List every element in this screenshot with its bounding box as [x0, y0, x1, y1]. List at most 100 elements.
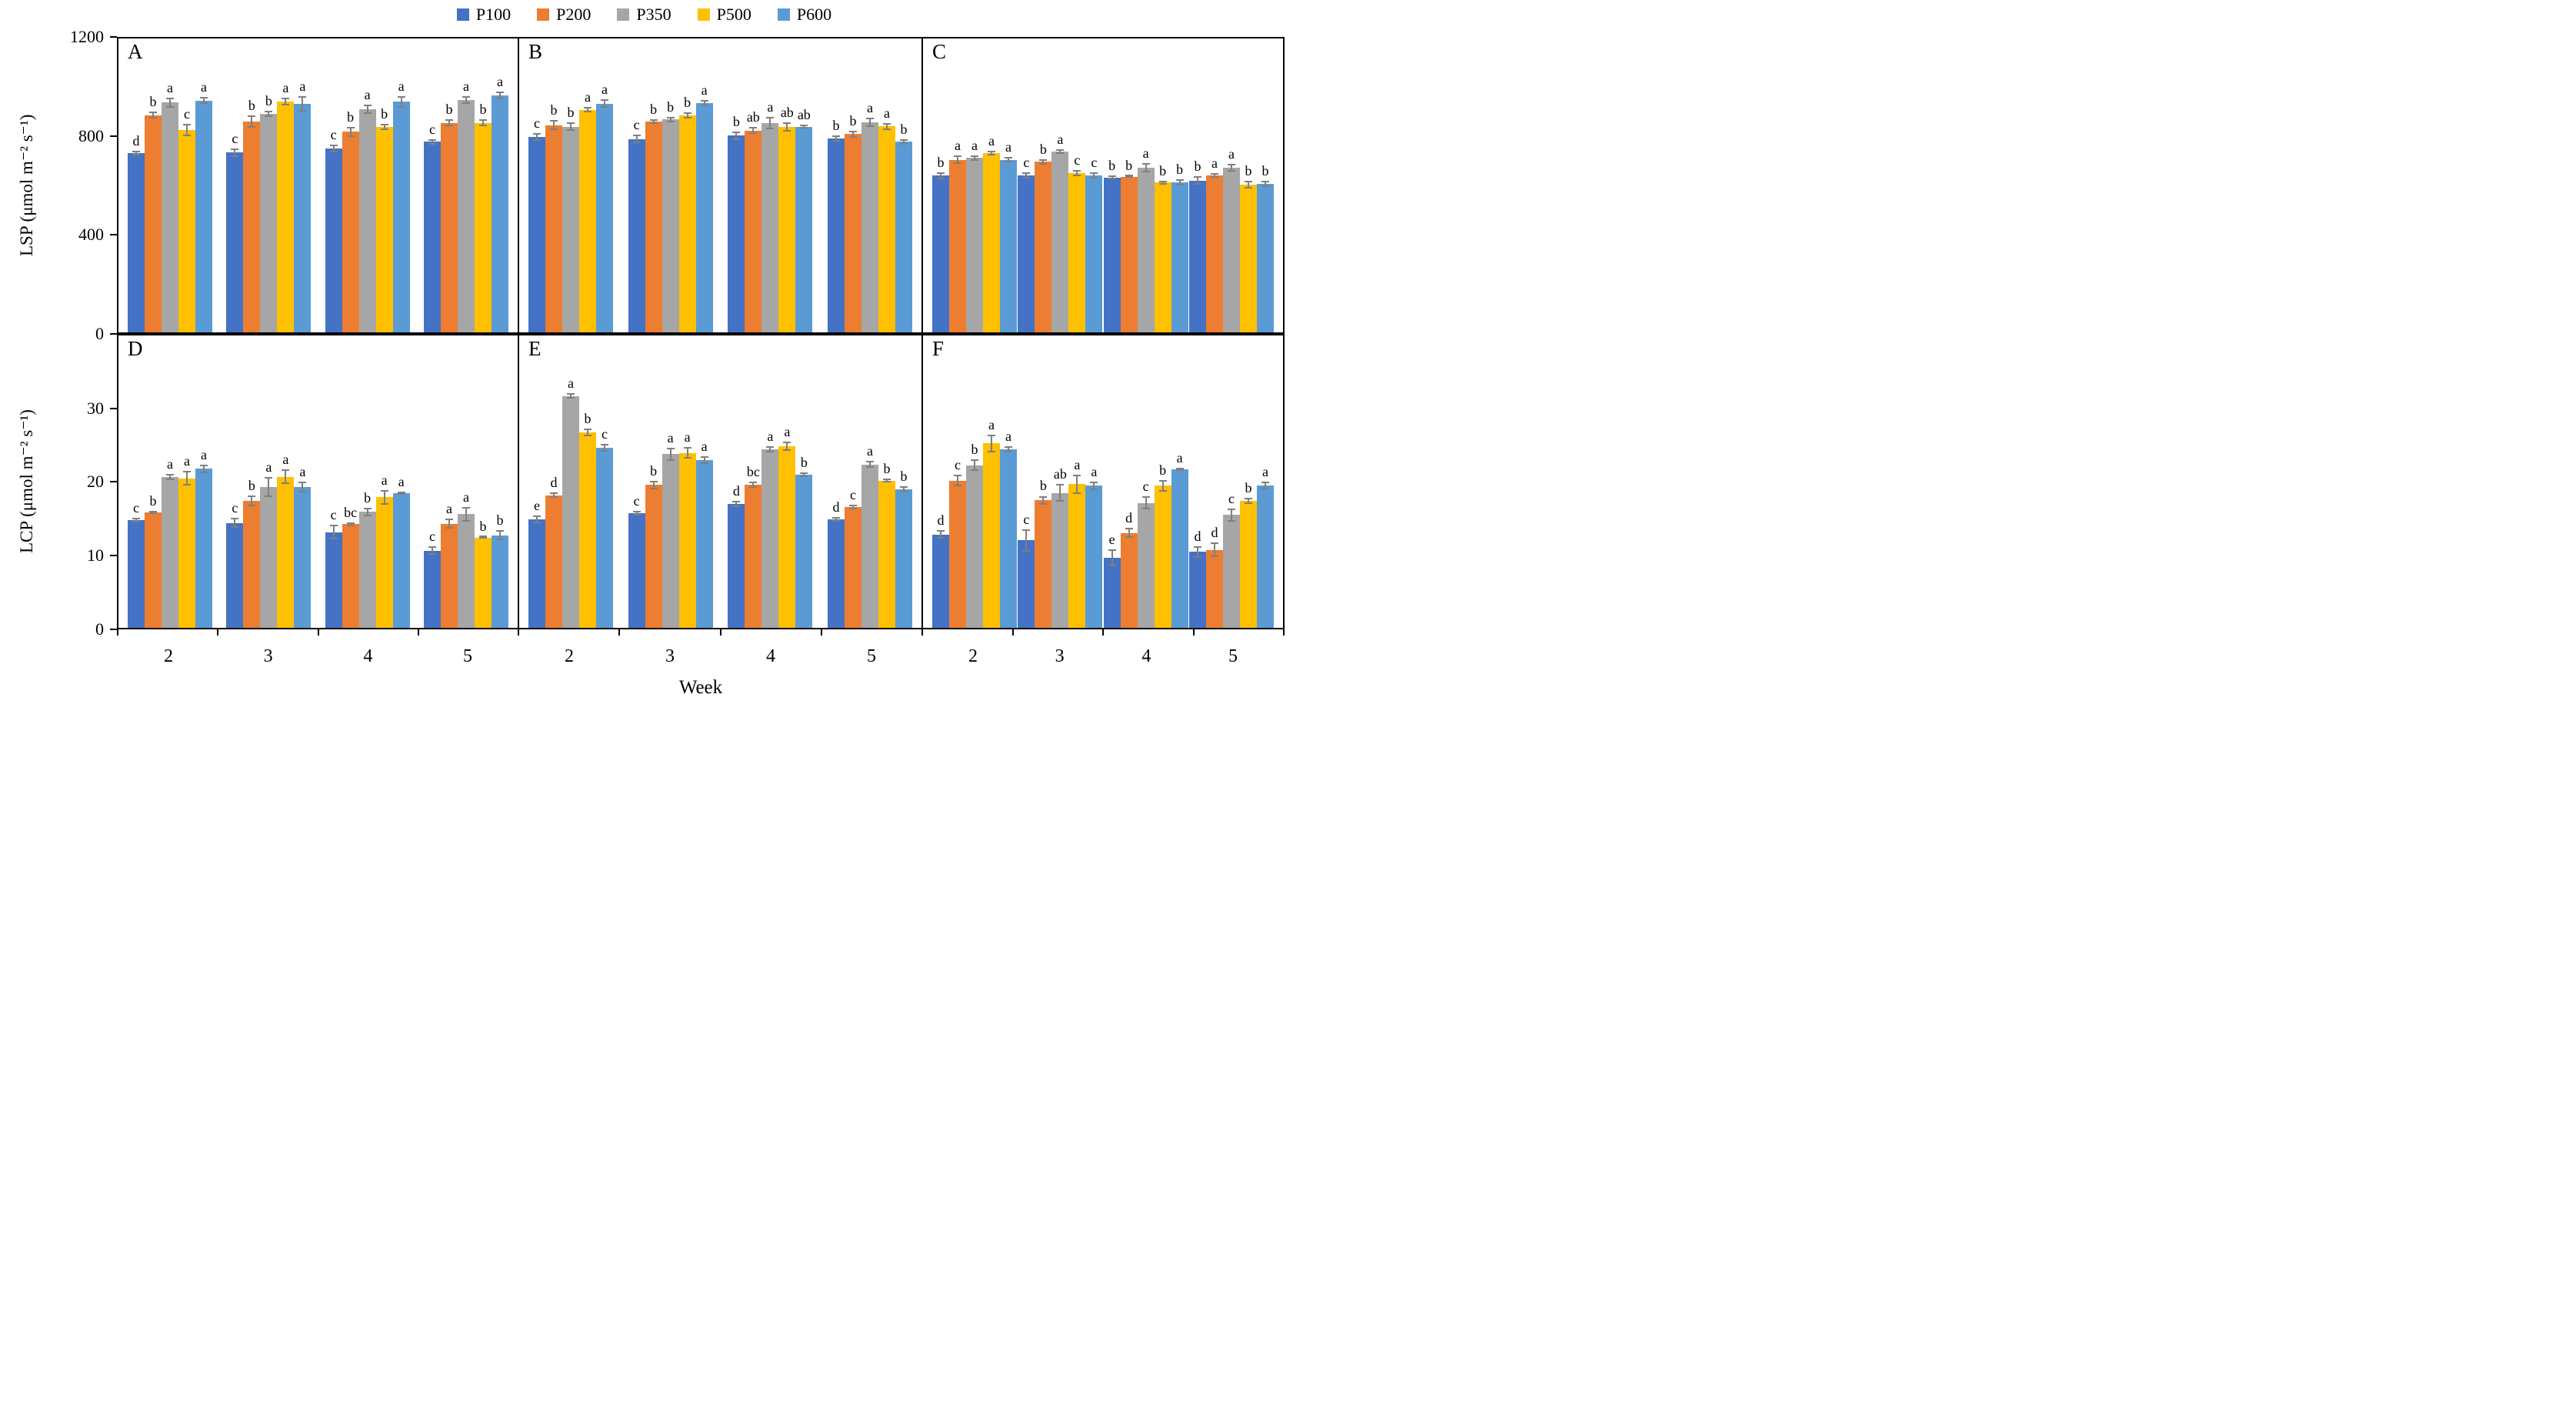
bar-P500-week5	[474, 537, 492, 628]
bar-P500-week3	[277, 476, 295, 628]
barwrap: b	[1154, 335, 1171, 628]
error-bar	[1005, 156, 1012, 163]
legend-label-p200: P200	[556, 5, 592, 24]
barwrap: ab	[795, 38, 813, 332]
error-bar	[1227, 164, 1235, 172]
bar-P100-week2	[932, 534, 949, 628]
barwrap: a	[162, 335, 178, 628]
bar-P600-week2	[596, 447, 613, 628]
week-label: 4	[363, 646, 373, 666]
bar-P600-week5	[491, 535, 508, 628]
significance-letter: a	[1005, 429, 1011, 445]
panel-letter-F: F	[932, 337, 945, 360]
bar-P200-week2	[949, 480, 966, 628]
error-bar	[428, 139, 436, 145]
legend-swatch-p600	[777, 8, 790, 21]
error-bar	[533, 133, 541, 141]
y-tick	[110, 407, 117, 409]
bar-P200-week4	[1120, 176, 1138, 332]
significance-letter: c	[534, 115, 540, 132]
barwrap: c	[178, 38, 195, 332]
significance-letter: a	[1211, 155, 1218, 172]
bar-P100-week2	[128, 519, 145, 628]
error-bar	[666, 117, 675, 122]
error-bar	[265, 476, 273, 498]
bar-P600-week5	[1256, 184, 1274, 332]
bar-P350-week3	[1051, 492, 1069, 628]
barwrap: a	[579, 38, 596, 332]
barwrap: c	[325, 38, 342, 332]
error-bar	[1261, 482, 1269, 489]
significance-letter: a	[1261, 464, 1268, 480]
error-bar	[298, 96, 307, 112]
y-tick-label: 0	[95, 619, 104, 639]
bar-P200-week5	[1205, 175, 1223, 332]
error-bar	[397, 491, 405, 495]
significance-letter: b	[1039, 478, 1047, 494]
bar-P200-week5	[440, 523, 458, 628]
legend-label-p600: P600	[796, 5, 832, 24]
bar-P600-week2	[195, 100, 212, 332]
error-bar	[1039, 158, 1048, 165]
error-bar	[700, 456, 708, 464]
x-tick	[1192, 629, 1195, 636]
error-bar	[329, 525, 338, 540]
error-bar	[683, 112, 691, 118]
significance-letter: c	[330, 507, 337, 523]
significance-letter: b	[550, 102, 558, 118]
significance-letter: b	[1159, 462, 1167, 478]
barwrap: e	[1103, 335, 1121, 628]
significance-letter: b	[479, 101, 487, 117]
error-bar	[800, 125, 808, 129]
error-bar	[1108, 175, 1116, 180]
significance-letter: a	[462, 489, 469, 505]
error-bar	[445, 118, 453, 127]
error-bar	[584, 429, 592, 436]
significance-letter: d	[132, 132, 140, 148]
panel-letter-B: B	[528, 40, 543, 63]
significance-letter: c	[1023, 155, 1030, 171]
significance-letter: a	[767, 98, 774, 115]
bar-P500-week3	[678, 115, 696, 332]
bar-P100-week3	[628, 513, 645, 628]
significance-letter: b	[1245, 162, 1252, 179]
barwrap: b	[827, 38, 845, 332]
y-tick-label: 30	[87, 398, 104, 418]
error-bar	[166, 98, 174, 108]
legend-swatch-p200	[537, 8, 550, 21]
barwrap: c	[1137, 335, 1155, 628]
bar-P200-week3	[243, 501, 261, 628]
barwrap: ab	[1051, 335, 1069, 628]
error-bar	[848, 504, 857, 509]
error-bar	[495, 530, 504, 541]
barwrap: ab	[745, 38, 762, 332]
significance-letter: b	[800, 455, 808, 471]
barwrap: b	[878, 335, 895, 628]
barwrap: a	[1051, 38, 1069, 332]
barwrap: a	[1256, 335, 1274, 628]
error-bar	[132, 150, 140, 156]
error-bar	[298, 482, 307, 492]
barwrap: a	[778, 335, 796, 628]
barwrap: c	[1068, 38, 1086, 332]
bar-P100-week2	[932, 175, 949, 332]
x-tick	[921, 629, 923, 636]
bar-P350-week2	[162, 476, 178, 628]
legend-item-p200: P200	[537, 5, 591, 25]
panel-letter-C: C	[932, 40, 947, 63]
error-bar	[831, 135, 840, 142]
barwrap: a	[1205, 38, 1223, 332]
week-label: 2	[164, 646, 173, 666]
significance-letter: a	[971, 137, 978, 153]
significance-letter: d	[1211, 525, 1218, 541]
barwrap: b	[1256, 38, 1274, 332]
significance-letter: b	[1159, 162, 1167, 179]
significance-letter: a	[667, 429, 674, 445]
barwrap: bc	[745, 335, 762, 628]
error-bar	[865, 118, 874, 127]
y-tick-label: 800	[78, 125, 104, 145]
barwrap: a	[1171, 335, 1188, 628]
barwrap: a	[358, 38, 376, 332]
